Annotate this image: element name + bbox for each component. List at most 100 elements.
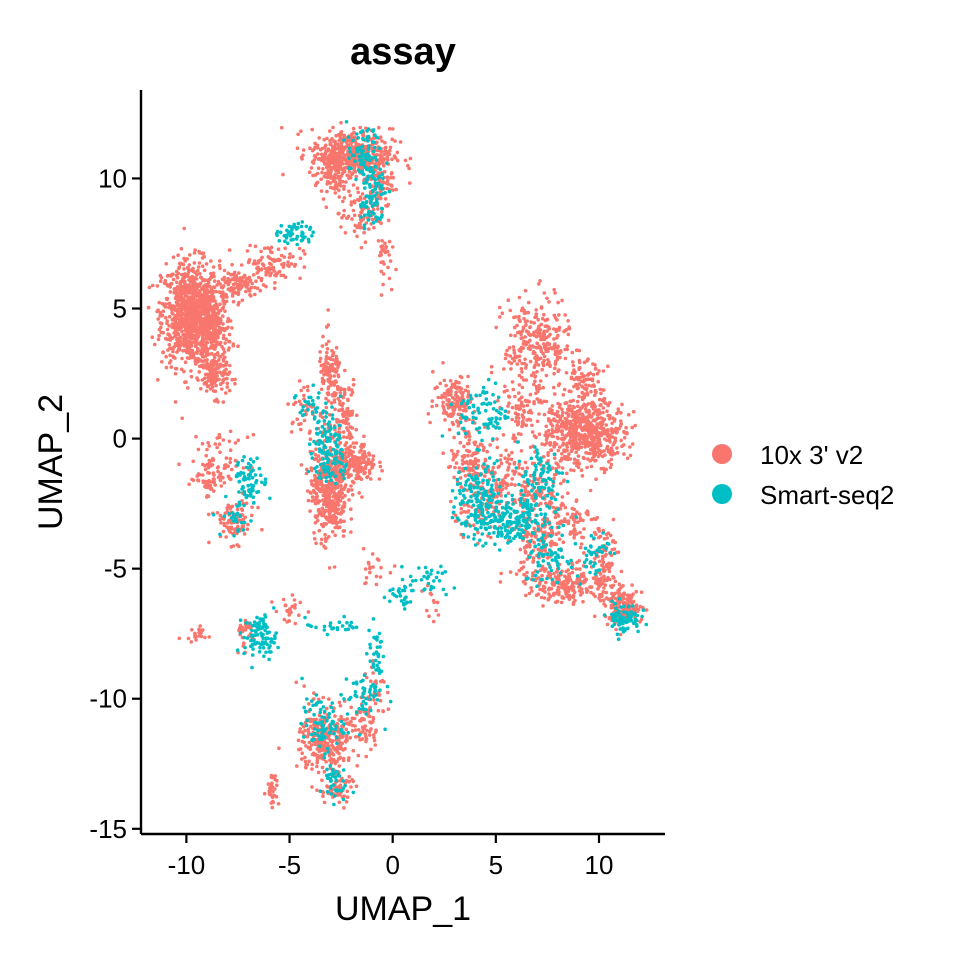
data-point (563, 505, 568, 510)
data-point (189, 374, 194, 379)
data-point (208, 368, 212, 373)
data-point (350, 479, 355, 484)
data-point (526, 330, 530, 334)
data-point (182, 267, 186, 271)
data-point (485, 449, 490, 454)
data-point (494, 485, 499, 490)
data-point (462, 455, 466, 459)
data-point (512, 348, 516, 353)
data-point (582, 374, 587, 378)
data-point (224, 362, 228, 367)
data-point (431, 369, 435, 374)
data-point (198, 309, 203, 314)
data-point (583, 377, 588, 382)
data-point (359, 210, 363, 214)
data-point (559, 600, 564, 605)
data-point (408, 181, 412, 185)
data-point (448, 464, 453, 469)
data-point (505, 348, 509, 353)
data-point (335, 525, 339, 529)
data-point (466, 449, 470, 453)
data-point (198, 281, 203, 286)
data-point (315, 180, 320, 185)
data-point (321, 493, 326, 498)
data-point (181, 349, 185, 353)
data-point (454, 461, 459, 465)
data-point (550, 404, 555, 408)
data-point (279, 125, 284, 130)
data-point (337, 503, 341, 507)
data-point (328, 185, 333, 190)
data-point (309, 466, 314, 470)
data-point (192, 292, 196, 296)
data-point (615, 430, 619, 434)
data-point (212, 285, 216, 289)
data-point (349, 203, 354, 207)
data-point (327, 164, 332, 168)
data-point (182, 280, 187, 285)
data-point (603, 453, 607, 457)
data-point (224, 299, 229, 304)
data-point (523, 460, 528, 465)
data-point (607, 435, 612, 439)
data-point (504, 352, 508, 357)
data-point (209, 271, 213, 276)
data-point (343, 157, 347, 161)
data-point (204, 359, 208, 363)
data-point (209, 276, 213, 280)
data-point (227, 388, 232, 393)
data-point (361, 134, 366, 138)
data-point (286, 402, 290, 406)
data-point (331, 521, 335, 525)
chart-title: assay (350, 31, 456, 73)
data-point (506, 457, 511, 461)
data-point (218, 471, 223, 476)
data-point (347, 162, 352, 166)
data-point (379, 244, 384, 249)
data-point (520, 385, 525, 390)
data-point (189, 369, 193, 373)
data-point (196, 378, 200, 382)
data-point (302, 418, 307, 423)
data-point (261, 283, 266, 287)
data-point (440, 393, 444, 398)
data-point (246, 522, 250, 527)
data-point (349, 393, 354, 397)
data-point (205, 366, 209, 371)
data-point (205, 447, 209, 452)
data-point (495, 437, 499, 441)
data-point (324, 485, 329, 489)
data-point (572, 371, 577, 376)
data-point (170, 322, 175, 326)
data-point (209, 382, 213, 387)
data-point (378, 135, 383, 139)
data-point (534, 391, 538, 396)
data-point (256, 275, 261, 280)
data-point (596, 446, 600, 451)
data-point (299, 427, 303, 432)
data-point (167, 314, 172, 319)
data-point (220, 387, 224, 391)
data-point (620, 444, 624, 449)
data-point (557, 313, 561, 317)
data-point (553, 515, 558, 520)
data-point (557, 465, 561, 469)
data-point (546, 358, 550, 362)
data-point (496, 465, 501, 470)
data-point (206, 336, 210, 341)
data-point (391, 175, 396, 180)
data-point (319, 541, 324, 546)
data-point (209, 486, 214, 491)
data-point (628, 445, 632, 449)
data-point (451, 422, 456, 427)
data-point (350, 171, 355, 175)
data-point (246, 287, 251, 291)
data-point (605, 444, 610, 449)
data-point (206, 281, 211, 285)
data-point (219, 484, 224, 488)
data-point (180, 329, 184, 334)
data-point (176, 308, 181, 312)
data-point (306, 498, 311, 503)
data-point (346, 489, 351, 494)
data-point (204, 262, 209, 266)
